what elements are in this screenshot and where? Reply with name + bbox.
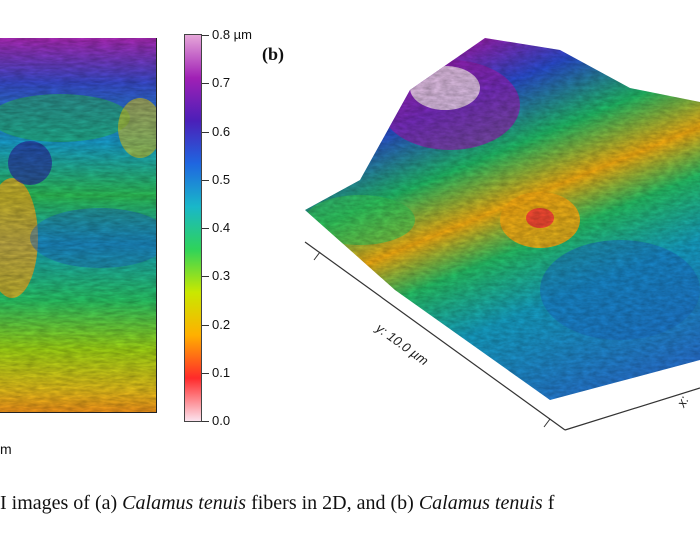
color-scale-tick-mark: [202, 276, 209, 278]
height-color-scale-bar: [184, 34, 202, 422]
color-scale-tick-label: 0.7: [212, 75, 231, 91]
caption-part-2: fibers in 2D, and (b): [246, 492, 419, 514]
panel-a-axis-unit: m: [0, 441, 12, 457]
color-scale-tick-label: 0.5: [212, 171, 231, 187]
color-scale-tick-label: 0.4: [212, 220, 231, 235]
color-scale-tick-mark: [202, 179, 209, 181]
caption-species-2: Calamus tenuis: [418, 492, 543, 514]
color-scale-tick-label: 0.3: [212, 268, 231, 284]
caption-species-1: Calamus tenuis: [122, 492, 247, 514]
color-scale-tick-label: 0.1: [212, 364, 231, 380]
panel-a-frame: [0, 38, 157, 413]
color-scale-tick-label: 0.8 µm: [212, 27, 253, 42]
color-scale-tick-mark: [202, 131, 209, 133]
color-scale-tick-mark: [202, 35, 209, 36]
caption-part-1: I images of (a): [0, 492, 123, 514]
color-scale-tick-mark: [202, 83, 209, 85]
afm-3d-surface-plot: y: 10.0 µm x:: [304, 38, 700, 431]
color-scale-tick-mark: [202, 372, 209, 374]
color-scale-tick-mark: [202, 324, 209, 326]
afm-2d-height-map: [0, 38, 157, 413]
color-scale-tick-mark: [202, 421, 209, 422]
color-scale-tick-label: 0.2: [212, 316, 231, 332]
color-scale-tick-label: 0.6: [212, 123, 231, 139]
panel-b-label: (b): [262, 44, 284, 64]
caption-part-3: f: [542, 492, 555, 514]
figure-caption: I images of (a) Calamus tenuis fibers in…: [0, 492, 700, 515]
color-scale-tick-mark: [202, 228, 209, 229]
color-scale-tick-label: 0.0: [212, 413, 231, 428]
